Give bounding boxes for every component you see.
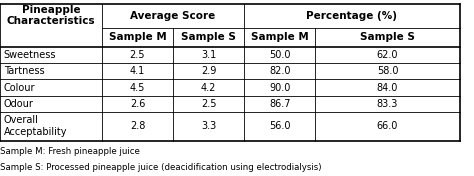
Text: Tartness: Tartness bbox=[4, 66, 45, 76]
Text: 56.0: 56.0 bbox=[269, 121, 291, 131]
Text: 2.6: 2.6 bbox=[130, 99, 145, 109]
Text: 3.3: 3.3 bbox=[201, 121, 216, 131]
Text: 4.2: 4.2 bbox=[201, 83, 216, 93]
Text: Sample M: Sample M bbox=[109, 32, 166, 42]
Text: Sample S: Sample S bbox=[360, 32, 415, 42]
Text: 62.0: 62.0 bbox=[377, 50, 398, 60]
Text: 58.0: 58.0 bbox=[377, 66, 398, 76]
Text: Sample S: Processed pineapple juice (deacidification using electrodialysis): Sample S: Processed pineapple juice (dea… bbox=[0, 163, 321, 172]
Text: 90.0: 90.0 bbox=[269, 83, 291, 93]
Text: Odour: Odour bbox=[4, 99, 34, 109]
Text: Percentage (%): Percentage (%) bbox=[307, 11, 397, 21]
Text: Sample M: Sample M bbox=[251, 32, 309, 42]
Text: 84.0: 84.0 bbox=[377, 83, 398, 93]
Text: 83.3: 83.3 bbox=[377, 99, 398, 109]
Text: Sweetness: Sweetness bbox=[4, 50, 56, 60]
Text: 66.0: 66.0 bbox=[377, 121, 398, 131]
Text: Overall
Acceptability: Overall Acceptability bbox=[4, 115, 67, 137]
Text: 4.1: 4.1 bbox=[130, 66, 145, 76]
Text: 86.7: 86.7 bbox=[269, 99, 291, 109]
Text: 2.5: 2.5 bbox=[201, 99, 216, 109]
Text: Pineapple
Characteristics: Pineapple Characteristics bbox=[7, 5, 95, 26]
Text: 3.1: 3.1 bbox=[201, 50, 216, 60]
Text: Sample M: Fresh pineapple juice: Sample M: Fresh pineapple juice bbox=[0, 147, 140, 156]
Text: Sample S: Sample S bbox=[181, 32, 236, 42]
Text: Average Score: Average Score bbox=[130, 11, 216, 21]
Text: 82.0: 82.0 bbox=[269, 66, 291, 76]
Text: 2.5: 2.5 bbox=[130, 50, 145, 60]
Text: 4.5: 4.5 bbox=[130, 83, 145, 93]
Text: 2.9: 2.9 bbox=[201, 66, 216, 76]
Text: 50.0: 50.0 bbox=[269, 50, 291, 60]
Text: Colour: Colour bbox=[4, 83, 35, 93]
Text: 2.8: 2.8 bbox=[130, 121, 145, 131]
